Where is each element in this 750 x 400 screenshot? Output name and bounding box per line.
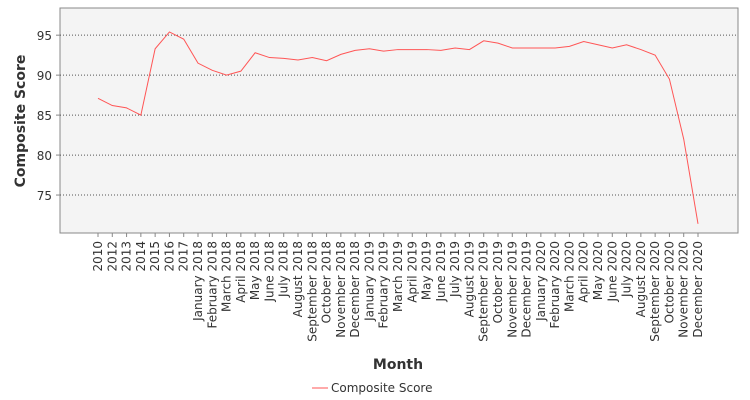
- y-tick-label: 80: [37, 149, 52, 163]
- x-tick-label: December 2020: [691, 241, 705, 338]
- x-tick-label: February 2018: [205, 241, 219, 329]
- x-tick-label: October 2018: [320, 241, 334, 323]
- x-tick-label: 2016: [162, 241, 176, 272]
- x-tick-label: August 2019: [462, 241, 476, 317]
- x-tick-label: November 2020: [677, 241, 691, 338]
- x-tick-label: July 2018: [277, 241, 291, 298]
- x-tick-label: January 2019: [362, 241, 376, 322]
- x-tick-label: 2010: [91, 241, 105, 272]
- x-tick-label: March 2020: [562, 241, 576, 312]
- x-tick-label: July 2019: [448, 241, 462, 298]
- legend-label: Composite Score: [331, 381, 432, 395]
- x-tick-label: June 2019: [434, 241, 448, 303]
- x-tick-label: May 2020: [591, 241, 605, 300]
- x-tick-label: December 2018: [348, 241, 362, 338]
- y-tick-label: 85: [37, 109, 52, 123]
- x-tick-label: January 2020: [534, 241, 548, 322]
- x-tick-label: August 2018: [291, 241, 305, 317]
- x-tick-label: 2015: [148, 241, 162, 272]
- x-tick-label: August 2020: [634, 241, 648, 317]
- x-tick-label: 2013: [120, 241, 134, 272]
- x-tick-label: April 2020: [577, 241, 591, 303]
- x-tick-label: September 2019: [477, 241, 491, 342]
- x-tick-label: 2017: [177, 241, 191, 272]
- x-tick-label: December 2019: [520, 241, 534, 338]
- x-tick-label: October 2020: [662, 241, 676, 323]
- x-tick-label: September 2020: [648, 241, 662, 342]
- y-tick-label: 90: [37, 69, 52, 83]
- x-tick-label: April 2018: [234, 241, 248, 303]
- x-tick-label: April 2019: [405, 241, 419, 303]
- x-tick-label: February 2019: [377, 241, 391, 329]
- x-tick-label: November 2019: [505, 241, 519, 338]
- x-tick-label: June 2018: [262, 241, 276, 303]
- x-tick-label: May 2018: [248, 241, 262, 300]
- x-tick-label: February 2020: [548, 241, 562, 329]
- y-axis-label: Composite Score: [13, 55, 29, 188]
- x-tick-label: 2014: [134, 241, 148, 272]
- x-tick-label: 2012: [105, 241, 119, 272]
- x-tick-label: July 2020: [620, 241, 634, 298]
- y-tick-label: 95: [37, 29, 52, 43]
- x-tick-label: November 2018: [334, 241, 348, 338]
- x-tick-label: May 2019: [420, 241, 434, 300]
- x-tick-label: March 2018: [220, 241, 234, 312]
- x-tick-label: September 2018: [305, 241, 319, 342]
- x-tick-label: June 2020: [605, 241, 619, 303]
- x-axis-label: Month: [373, 357, 423, 373]
- x-tick-label: January 2018: [191, 241, 205, 322]
- x-tick-label: March 2019: [391, 241, 405, 312]
- x-tick-label: October 2019: [491, 241, 505, 323]
- data-line: [97, 31, 699, 224]
- y-tick-label: 75: [37, 189, 52, 203]
